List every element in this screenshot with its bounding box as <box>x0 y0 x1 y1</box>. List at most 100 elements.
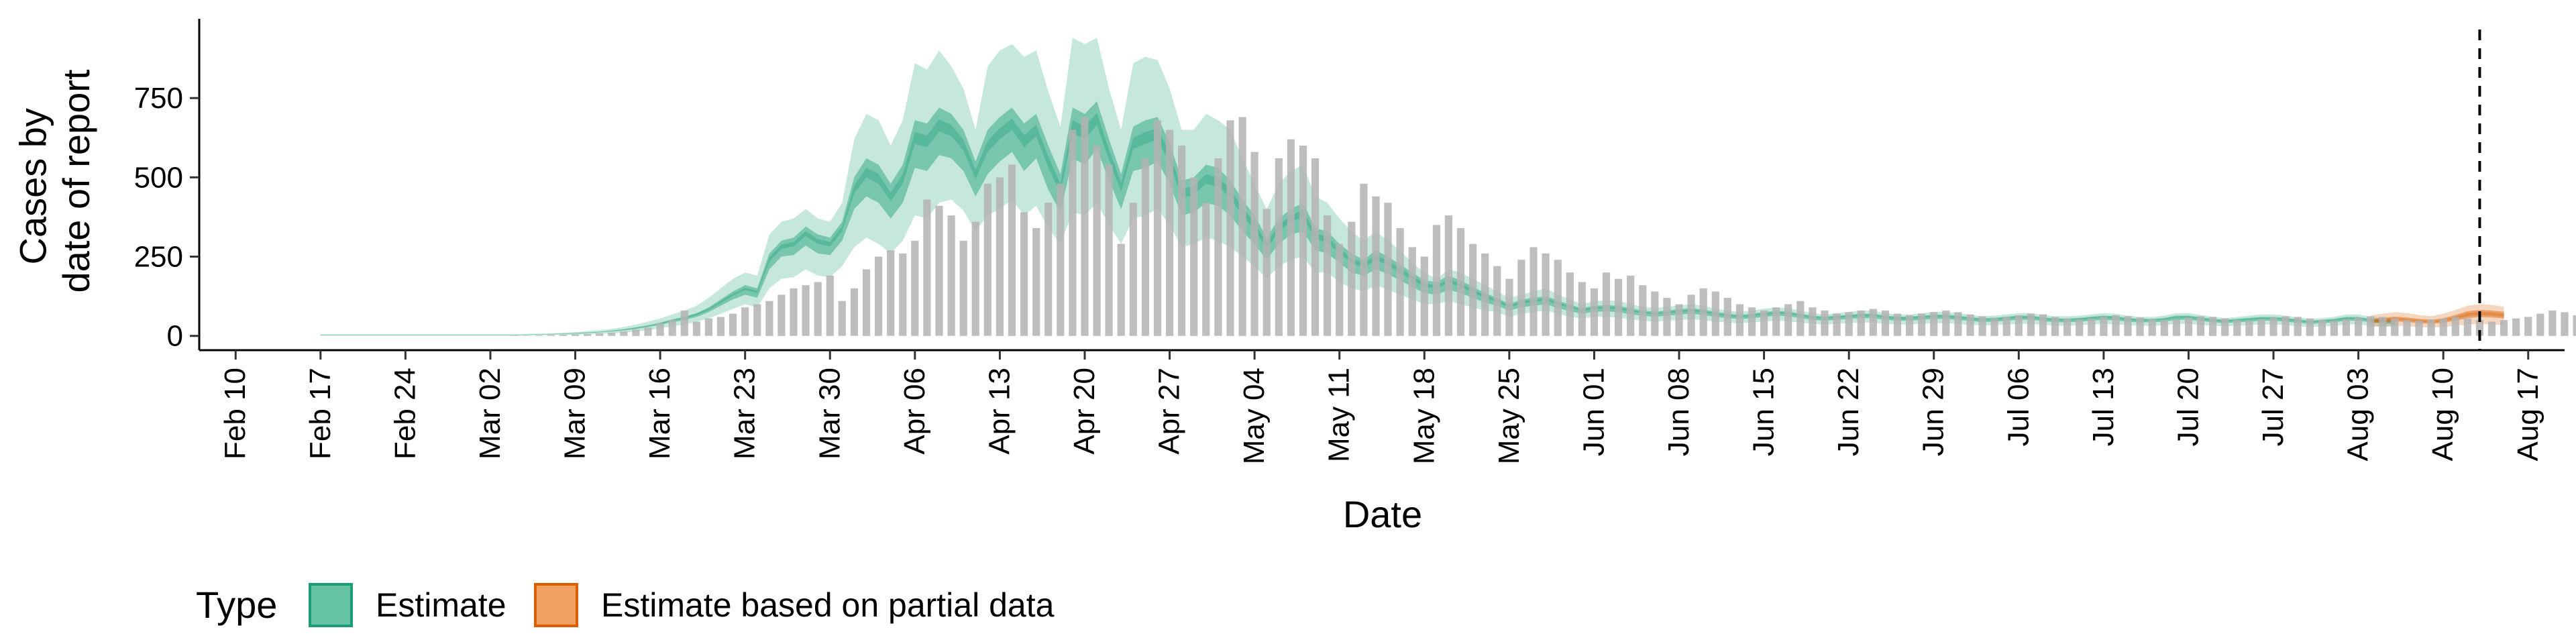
reported-case-bar <box>2463 318 2471 336</box>
reported-case-bar <box>2330 321 2338 336</box>
reported-case-bar <box>729 313 737 336</box>
reported-case-bar <box>1081 117 1089 336</box>
reported-case-bar <box>1057 183 1065 336</box>
estimate-band-20 <box>320 113 2395 335</box>
reported-case-bar <box>1881 310 1889 336</box>
reported-case-bar <box>1214 158 1222 336</box>
x-axis-title: Date <box>1343 493 1422 535</box>
reported-case-bar <box>983 183 991 336</box>
reported-case-bar <box>1735 304 1743 336</box>
reported-case-bar <box>1093 146 1101 336</box>
legend-label-estimate: Estimate <box>376 586 506 624</box>
reported-case-bar <box>2573 315 2576 336</box>
y-tick-label: 0 <box>167 320 183 353</box>
reported-case-bar <box>2112 315 2120 336</box>
reported-case-bar <box>1893 313 1902 336</box>
reported-case-bar <box>2063 318 2072 336</box>
reported-case-bar <box>1324 215 1332 336</box>
x-tick-label: Feb 17 <box>304 368 337 460</box>
reported-case-bar <box>1360 183 1368 336</box>
reported-case-bar <box>1178 146 1186 336</box>
x-tick-label: Apr 20 <box>1068 368 1101 455</box>
reported-case-bar <box>1627 275 1635 336</box>
reported-case-bar <box>584 333 592 336</box>
reported-case-bar <box>2184 317 2193 336</box>
axes <box>198 19 2565 352</box>
reported-case-bar <box>802 285 810 336</box>
reported-case-bar <box>1590 288 1598 336</box>
reported-case-bar <box>1129 203 1137 336</box>
reported-case-bar <box>1711 291 1719 336</box>
reported-case-bar <box>1069 129 1077 336</box>
reported-case-bar <box>996 177 1004 336</box>
reported-case-bar <box>2306 318 2314 336</box>
reported-case-bar <box>1456 228 1465 336</box>
reported-case-bar <box>1226 120 1234 336</box>
x-tick-label: Jul 27 <box>2257 368 2290 446</box>
reported-case-bar <box>2561 312 2569 336</box>
reported-case-bar <box>2487 321 2496 336</box>
reported-case-bar <box>1250 152 1258 336</box>
reported-case-bar <box>2100 317 2108 336</box>
reported-case-bar <box>668 320 676 336</box>
reported-case-bar <box>1845 312 1853 336</box>
reported-case-bar <box>2027 313 2035 336</box>
x-tick-label: Jun 22 <box>1832 368 1865 456</box>
reported-case-bar <box>2451 317 2459 336</box>
reported-case-bar <box>2379 317 2387 336</box>
reported-case-bar <box>1748 307 1756 336</box>
reported-case-bar <box>680 310 688 336</box>
x-tick-label: Mar 30 <box>813 368 846 460</box>
x-tick-label: Jun 29 <box>1917 368 1950 456</box>
reported-case-bar <box>1336 244 1344 336</box>
reported-case-bar <box>1166 129 1174 336</box>
reported-case-bar <box>790 288 798 336</box>
reported-case-bar <box>753 304 761 336</box>
x-tick-label: May 11 <box>1323 368 1356 462</box>
x-tick-label: Aug 03 <box>2342 368 2375 461</box>
estimate-band-50 <box>320 101 2395 335</box>
reported-case-bar <box>2318 320 2326 336</box>
x-tick-label: Apr 06 <box>898 368 931 455</box>
reported-case-bar <box>2500 320 2508 336</box>
reported-case-bar <box>1687 294 1695 336</box>
estimate-band-90 <box>320 38 2395 336</box>
x-tick-label: Mar 09 <box>559 368 592 460</box>
reported-case-bar <box>2512 318 2520 336</box>
x-tick-label: May 18 <box>1407 368 1440 464</box>
reported-case-bar <box>632 329 640 336</box>
reported-case-bar <box>2160 320 2168 336</box>
x-tick-label: Aug 17 <box>2512 368 2544 461</box>
reported-case-bar <box>2039 314 2047 336</box>
reported-case-bars <box>511 117 2576 336</box>
reported-case-bar <box>608 333 616 336</box>
reported-case-bar <box>704 318 712 336</box>
reported-case-bar <box>1372 196 1380 336</box>
reported-case-bar <box>1857 310 1865 336</box>
reported-case-bar <box>741 307 749 336</box>
reported-case-bar <box>947 215 955 336</box>
reported-case-bar <box>2439 318 2447 336</box>
reported-case-bar <box>2209 317 2217 336</box>
reported-case-bar <box>620 331 628 336</box>
reported-case-bar <box>1554 260 1562 336</box>
reported-case-bar <box>2124 316 2132 336</box>
reported-case-bar <box>1942 310 1950 336</box>
reported-case-bar <box>692 321 700 336</box>
reported-case-bar <box>1566 272 1574 336</box>
reported-case-bar <box>2269 317 2277 336</box>
reported-case-bar <box>1966 314 1974 336</box>
reported-case-bar <box>1481 253 1489 336</box>
x-tick-label: Feb 10 <box>219 368 252 460</box>
x-tick-label: Mar 16 <box>643 368 676 460</box>
reported-case-bar <box>1699 288 1707 336</box>
reported-case-bar <box>1044 203 1053 336</box>
legend-swatch-estimate <box>309 583 353 627</box>
reported-case-bar <box>1978 316 1986 336</box>
y-axis-ticks: 0 250 500 750 <box>134 82 199 353</box>
reported-case-bar <box>523 335 531 336</box>
reported-case-bar <box>2427 319 2435 336</box>
x-tick-label: May 25 <box>1493 368 1525 464</box>
reported-case-bar <box>1105 164 1113 336</box>
